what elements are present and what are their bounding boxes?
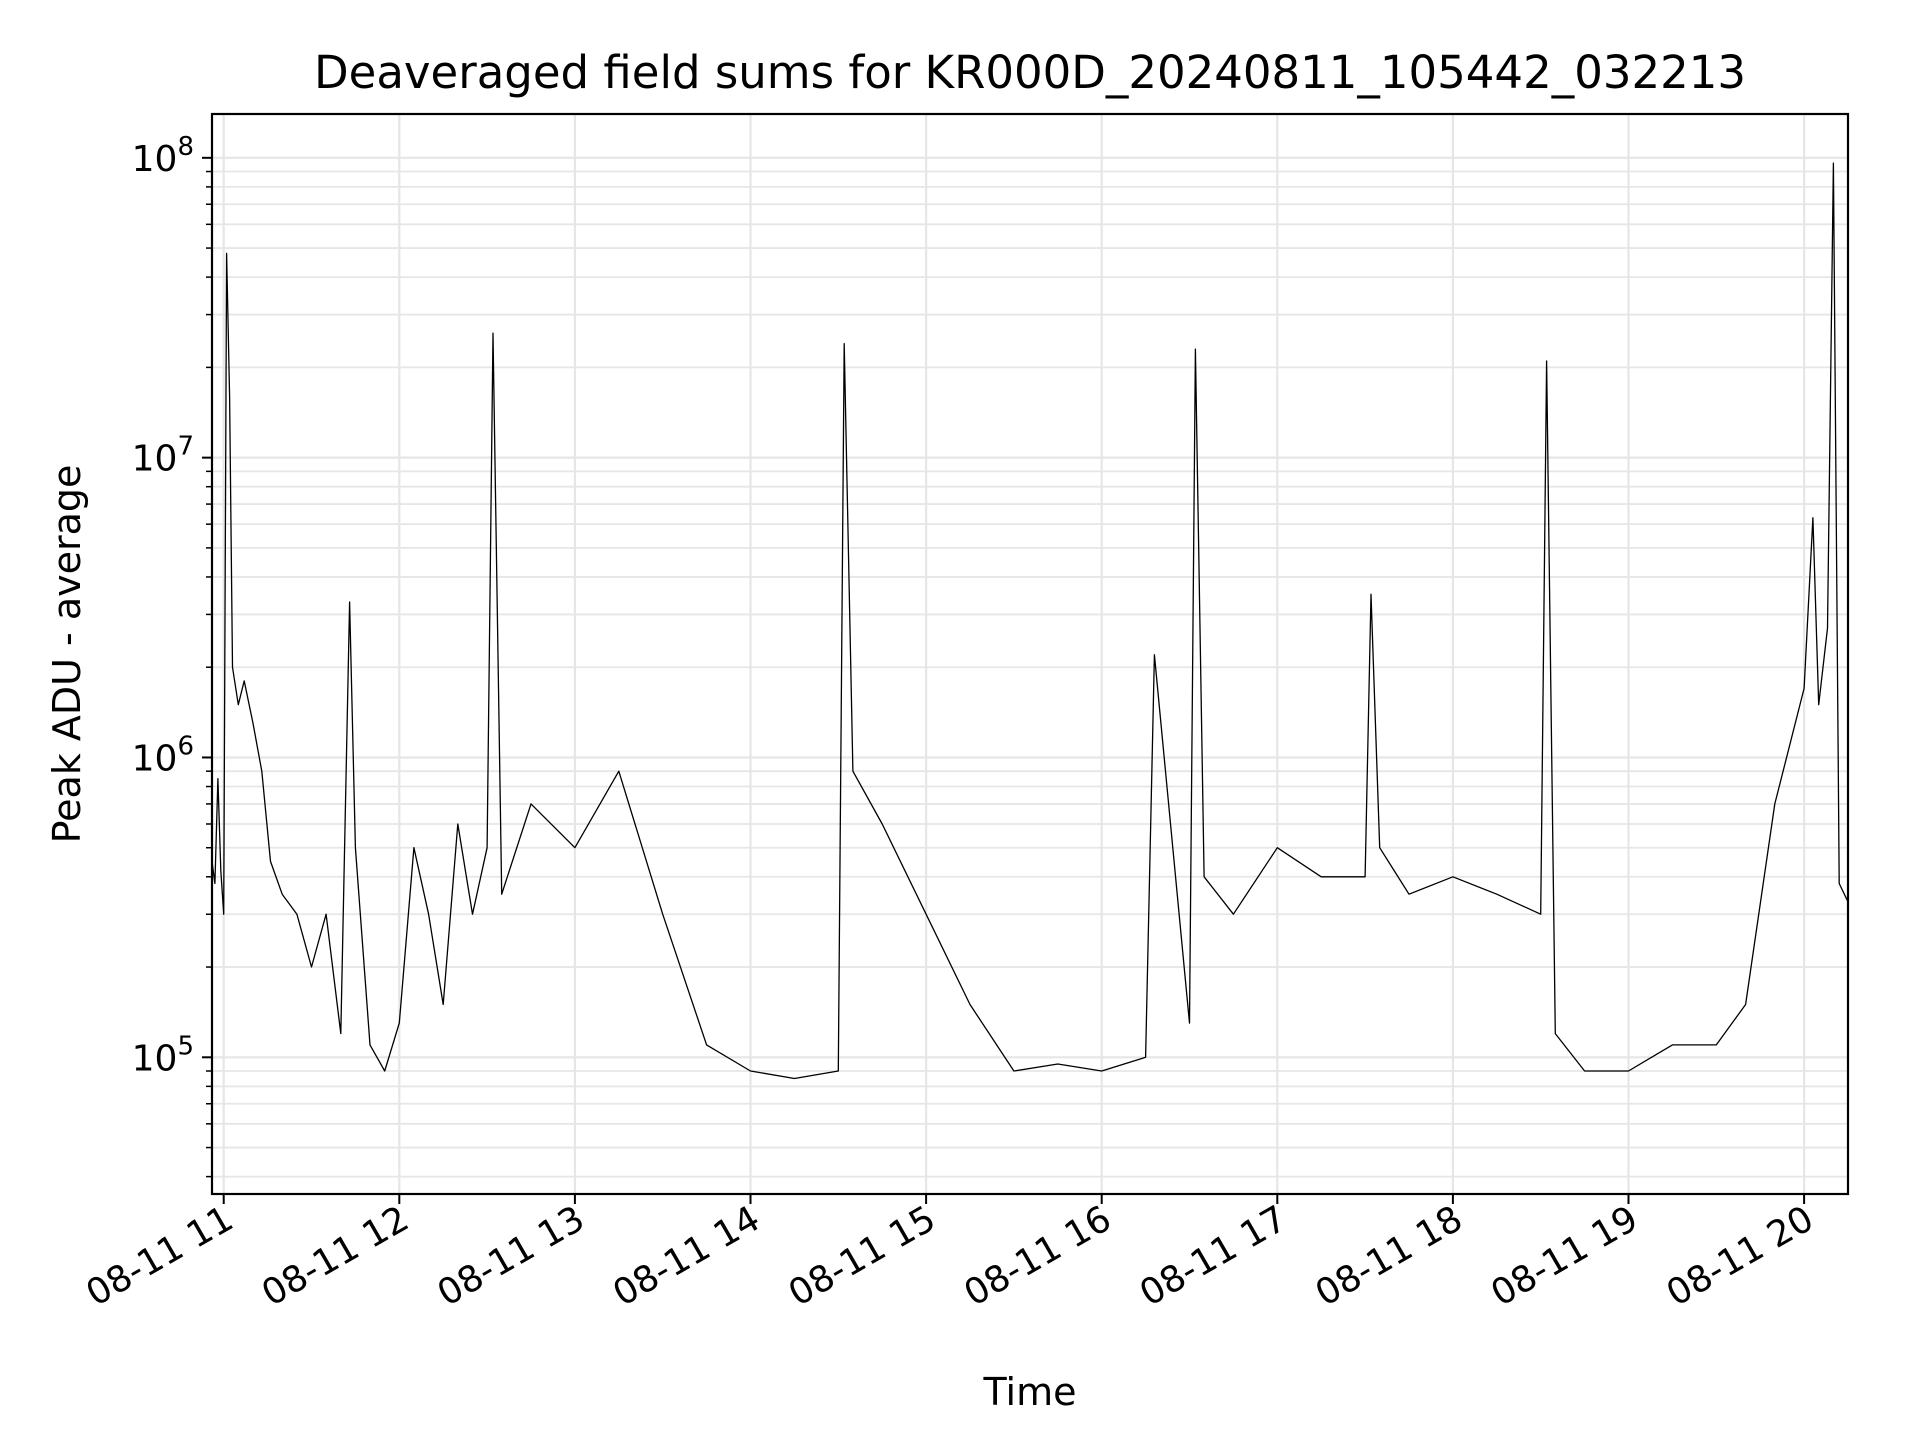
plot-frame	[210, 112, 1850, 1196]
y-tick-label: 108	[132, 132, 194, 180]
y-tick-label: 106	[132, 731, 194, 779]
y-tick-label: 107	[132, 432, 194, 480]
series-line	[211, 162, 1849, 1080]
chart-title: Deaveraged field sums for KR000D_2024081…	[314, 46, 1746, 99]
y-axis-label: Peak ADU - average	[45, 465, 89, 844]
x-axis-label: Time	[983, 1370, 1077, 1414]
y-tick-label: 105	[132, 1031, 194, 1079]
grid-lines	[212, 114, 1848, 1194]
